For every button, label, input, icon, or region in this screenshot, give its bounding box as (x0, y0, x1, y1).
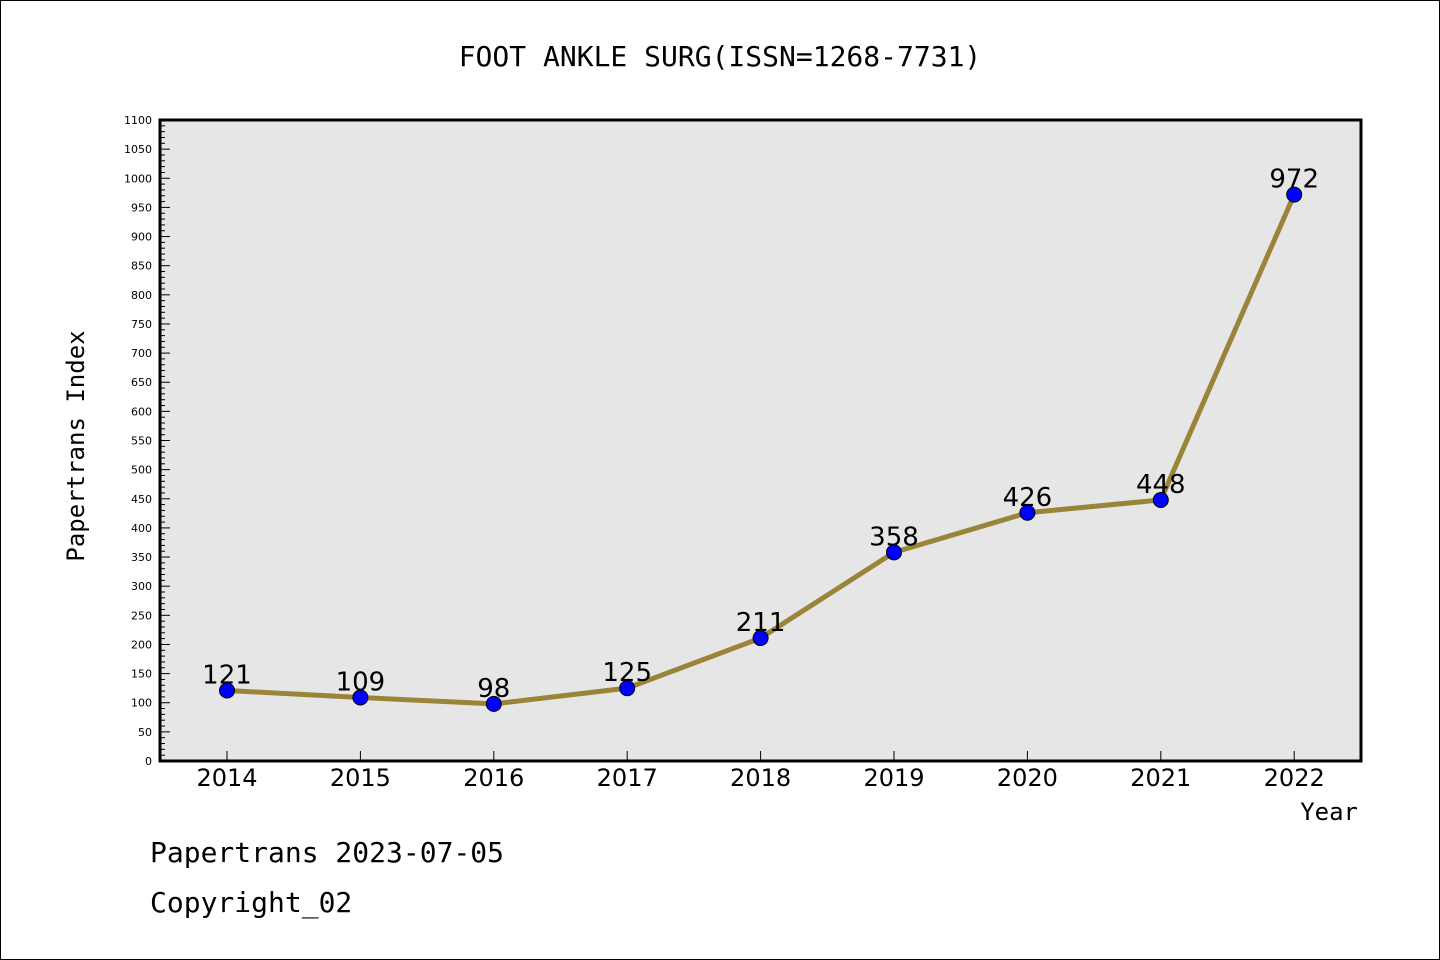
y-tick-label: 900 (131, 231, 152, 244)
data-label: 98 (477, 674, 510, 704)
x-tick-label: 2016 (463, 764, 524, 792)
x-axis: 2014 2015 2016 2017 2018 2019 2020 2021 2022 (196, 751, 1325, 792)
y-tick-label: 650 (131, 376, 152, 389)
data-point (352, 689, 369, 706)
y-axis-label: Papertrans Index (62, 330, 90, 561)
x-tick-label: 2015 (330, 764, 391, 792)
y-tick-label: 250 (131, 609, 152, 622)
data-point (752, 630, 769, 647)
y-tick-label: 800 (131, 289, 152, 302)
x-tick-label: 2014 (196, 764, 257, 792)
y-tick-label: 0 (145, 755, 152, 768)
y-tick-label: 50 (138, 726, 152, 739)
data-point (219, 682, 235, 699)
data-label: 426 (1003, 483, 1053, 513)
y-tick-label: 600 (131, 405, 152, 418)
y-tick-label: 200 (131, 638, 152, 651)
y-tick-label: 550 (131, 435, 152, 448)
data-label: 109 (336, 667, 386, 697)
data-point (886, 544, 902, 561)
x-tick-label: 2021 (1130, 764, 1191, 792)
y-tick-label: 750 (131, 318, 152, 331)
y-tick-label: 950 (131, 201, 152, 214)
x-axis-label: Year (1300, 798, 1358, 826)
footer-copyright: Copyright_02 (150, 886, 353, 919)
data-point (485, 695, 502, 712)
y-tick-label: 1100 (124, 114, 152, 127)
data-labels: 121 109 98 125 211 358 426 448 972 (202, 165, 1319, 704)
data-label: 121 (202, 660, 252, 690)
x-tick-label: 2020 (997, 764, 1058, 792)
y-tick-label: 150 (131, 668, 152, 681)
data-label: 448 (1136, 470, 1186, 500)
data-point (1152, 491, 1169, 508)
plot-area (158, 118, 1363, 763)
footer-date: Papertrans 2023-07-05 (150, 836, 505, 869)
y-tick-label: 450 (131, 493, 152, 506)
y-tick-label: 1050 (124, 143, 152, 156)
data-label: 972 (1269, 165, 1319, 195)
y-tick-label: 700 (131, 347, 152, 360)
y-tick-label: 400 (131, 522, 152, 535)
x-tick-label: 2018 (730, 764, 791, 792)
y-tick-label: 350 (131, 551, 152, 564)
chart-title: FOOT ANKLE SURG(ISSN=1268-7731) (459, 40, 982, 73)
x-tick-label: 2022 (1264, 764, 1325, 792)
data-label: 125 (602, 658, 652, 688)
data-point (619, 680, 636, 697)
x-tick-label: 2017 (597, 764, 658, 792)
y-axis: 0 50 100 150 200 250 300 350 400 450 500 550 600 650 7… (124, 114, 170, 768)
y-tick-label: 850 (131, 260, 152, 273)
data-label: 358 (869, 522, 919, 552)
series-line (219, 186, 1303, 712)
y-tick-label: 1000 (124, 172, 152, 185)
data-point (1019, 504, 1036, 521)
x-tick-label: 2019 (863, 764, 924, 792)
data-point (1286, 186, 1303, 203)
y-tick-label: 300 (131, 580, 152, 593)
y-tick-label: 100 (131, 697, 152, 710)
y-tick-label: 500 (131, 464, 152, 477)
data-label: 211 (736, 608, 786, 638)
